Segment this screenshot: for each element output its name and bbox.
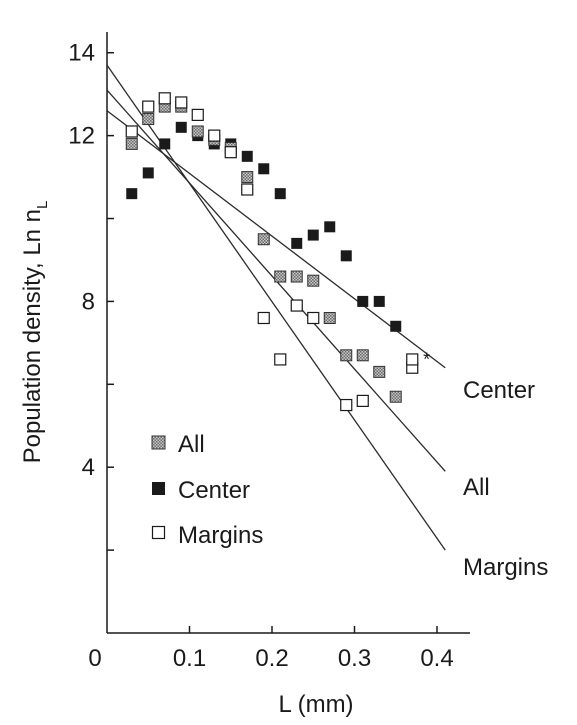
legend-marker-margins xyxy=(151,525,166,540)
point-margins xyxy=(191,108,204,121)
point-margins xyxy=(257,311,270,325)
legend-marker-center xyxy=(152,482,165,495)
point-center xyxy=(241,150,253,162)
point-center xyxy=(307,229,319,241)
y-tick-label: 12 xyxy=(68,123,95,150)
regression-line-margins xyxy=(106,64,446,551)
y-tick-label: 4 xyxy=(82,454,95,481)
point-margins xyxy=(224,146,237,159)
point-extra xyxy=(406,353,419,366)
point-all xyxy=(340,349,353,362)
legend-label-center: Center xyxy=(178,477,250,504)
x-tick-label: 0.3 xyxy=(338,645,371,672)
y-axis-title-main: Population density, Ln n xyxy=(19,209,46,463)
legend: All Center Margins xyxy=(151,431,263,549)
legend-label-margins: Margins xyxy=(178,522,263,549)
point-center xyxy=(324,221,336,233)
point-margins xyxy=(125,125,138,138)
y-axis-title: Population density, Ln nL xyxy=(19,201,51,464)
regression-lines xyxy=(106,64,446,551)
point-all xyxy=(356,349,369,362)
x-tick-label: 0.1 xyxy=(173,645,206,672)
point-all xyxy=(373,365,386,378)
point-all xyxy=(142,113,155,126)
point-margins xyxy=(175,96,188,109)
point-all xyxy=(307,274,320,287)
point-margins xyxy=(356,394,369,407)
legend-label-all: All xyxy=(178,431,205,458)
line-label-margins: Margins xyxy=(463,554,548,581)
point-margins xyxy=(274,353,287,366)
point-margins xyxy=(158,92,171,105)
point-center xyxy=(142,167,154,179)
point-center xyxy=(126,188,138,200)
point-margins xyxy=(208,129,221,142)
point-center xyxy=(390,320,402,332)
y-ticks: 4 8 12 14 xyxy=(68,40,114,551)
point-all xyxy=(274,270,287,283)
point-margins xyxy=(340,398,353,412)
x-tick-label: 0.4 xyxy=(420,645,453,672)
point-center xyxy=(258,163,270,175)
point-margins xyxy=(142,100,155,113)
point-all xyxy=(323,311,336,324)
point-center xyxy=(159,138,171,150)
point-center xyxy=(291,237,303,249)
point-all xyxy=(290,270,303,283)
point-all xyxy=(257,233,270,246)
point-margins xyxy=(241,183,254,196)
point-all xyxy=(125,137,138,150)
point-center xyxy=(274,188,286,200)
point-center xyxy=(373,295,385,307)
y-axis-title-subscript: L xyxy=(34,201,51,209)
point-margins xyxy=(290,299,303,312)
point-all xyxy=(389,390,402,403)
line-label-center: Center xyxy=(463,377,535,404)
x-ticks: 0 0.1 0.2 0.3 0.4 xyxy=(88,626,454,672)
point-center xyxy=(340,250,352,262)
data-points xyxy=(125,92,419,412)
asterisk-annotation: * xyxy=(423,349,430,369)
line-label-all: All xyxy=(463,474,490,501)
point-center xyxy=(175,121,187,133)
point-all xyxy=(191,125,204,138)
point-all xyxy=(241,171,254,184)
y-tick-label: 14 xyxy=(68,40,95,67)
x-axis-title: L (mm) xyxy=(278,691,353,718)
axes xyxy=(106,32,470,634)
point-center xyxy=(357,295,369,307)
x-tick-label: 0 xyxy=(88,645,101,672)
y-tick-label: 8 xyxy=(82,288,95,315)
x-tick-label: 0.2 xyxy=(255,645,288,672)
legend-marker-all xyxy=(151,435,166,450)
point-margins xyxy=(307,311,320,325)
